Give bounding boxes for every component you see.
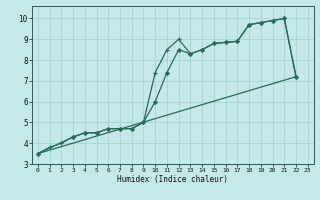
X-axis label: Humidex (Indice chaleur): Humidex (Indice chaleur) <box>117 175 228 184</box>
